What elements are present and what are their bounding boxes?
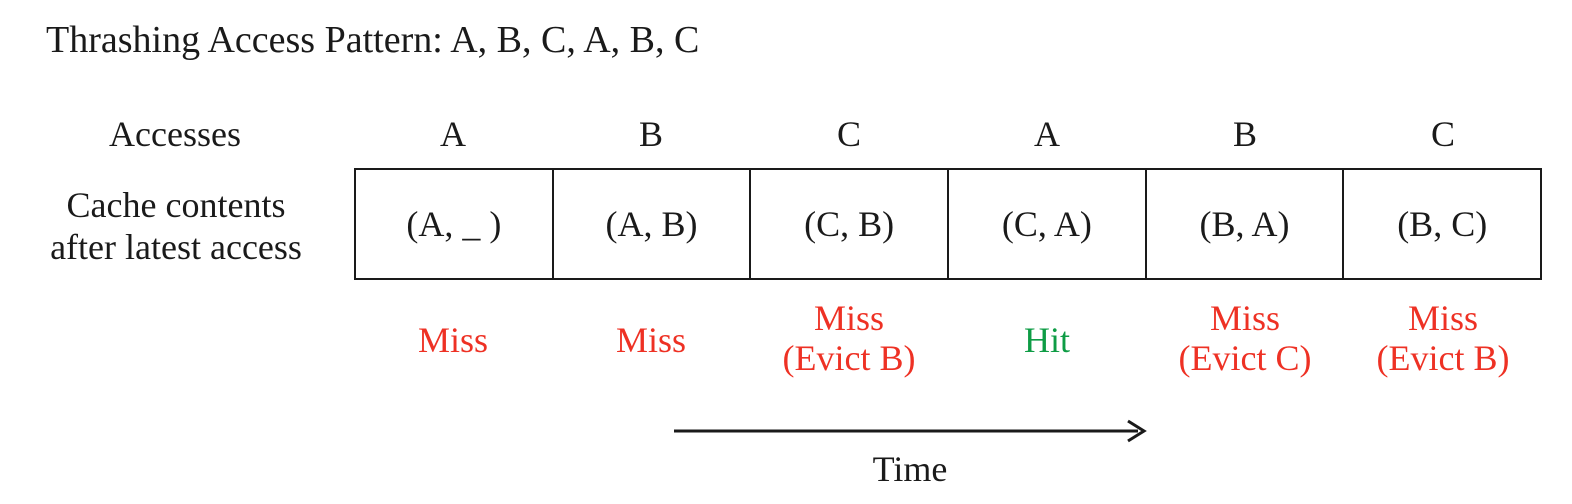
result-4-status: Hit	[1023, 320, 1070, 360]
cache-cell-4: (C, A)	[949, 170, 1147, 278]
diagram-title: Thrashing Access Pattern: A, B, C, A, B,…	[46, 19, 700, 61]
result-5-status: Miss	[1209, 298, 1281, 338]
cache-label-line-2: after latest access	[50, 227, 302, 267]
result-3-status: Miss	[813, 298, 885, 338]
access-letter-5: B	[1232, 114, 1257, 154]
access-letter-4: A	[1034, 114, 1060, 154]
result-6-eviction: (Evict B)	[1376, 338, 1510, 378]
access-letter-3: C	[836, 114, 861, 154]
result-2-status: Miss	[615, 320, 687, 360]
result-5: Miss (Evict C)	[1146, 298, 1344, 378]
cache-cell-1: (A, _ )	[356, 170, 554, 278]
cache-cell-3: (C, B)	[751, 170, 950, 278]
result-1-status: Miss	[417, 320, 489, 360]
cache-label-line-1: Cache contents	[66, 185, 286, 225]
time-label: Time	[872, 449, 948, 489]
result-6: Miss (Evict B)	[1344, 298, 1542, 378]
cache-cell-5: (B, A)	[1147, 170, 1345, 278]
result-5-eviction: (Evict C)	[1178, 338, 1312, 378]
access-letter-1: A	[440, 114, 466, 154]
result-4: Hit	[948, 320, 1146, 360]
accesses-row-label: Accesses	[109, 114, 241, 154]
cache-contents-row-label: Cache contents after latest access	[20, 184, 332, 268]
cache-cell-2: (A, B)	[554, 170, 752, 278]
result-6-status: Miss	[1407, 298, 1479, 338]
result-1: Miss	[354, 320, 552, 360]
time-arrow-head	[1127, 419, 1147, 443]
cache-cell-6: (B, C)	[1397, 204, 1488, 244]
result-3: Miss (Evict B)	[750, 298, 948, 378]
result-2: Miss	[552, 320, 750, 360]
access-letter-2: B	[638, 114, 663, 154]
cache-contents-table: (A, _ ) (A, B) (C, B) (C, A) (B, A) (B, …	[354, 168, 1542, 280]
access-letter-6: C	[1430, 114, 1455, 154]
result-3-eviction: (Evict B)	[782, 338, 916, 378]
